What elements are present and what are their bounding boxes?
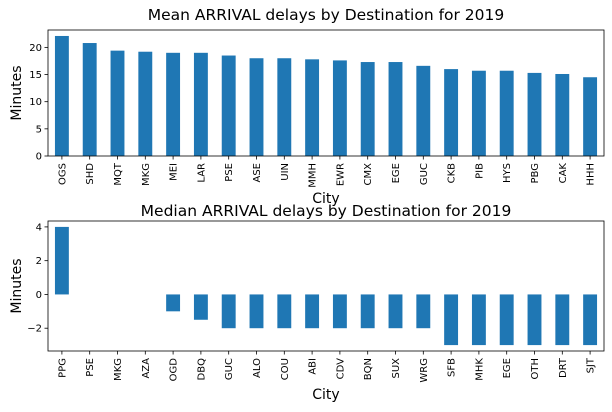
x-tick-label: PSE: [224, 163, 235, 182]
x-tick-label: PPG: [57, 358, 68, 378]
bar-mhk: [471, 294, 486, 346]
x-tick-label: EGE: [391, 163, 402, 183]
bar-uin: [277, 58, 292, 156]
x-tick-label: HYS: [502, 163, 513, 183]
y-tick-label: 0: [36, 152, 42, 163]
x-tick-label: OTH: [530, 358, 541, 380]
bar-abi: [305, 294, 320, 329]
x-tick-label: CDV: [335, 358, 346, 380]
bar-cak: [555, 73, 570, 156]
x-tick-label: GUC: [419, 163, 430, 185]
bar-ewr: [332, 60, 347, 156]
x-tick-label: AZA: [141, 358, 152, 379]
y-tick-label: −2: [27, 324, 42, 335]
x-tick-label: CKB: [447, 163, 458, 184]
chart-title: Mean ARRIVAL delays by Destination for 2…: [148, 6, 505, 24]
y-tick-label: 10: [29, 97, 42, 108]
bar-shd: [82, 43, 97, 156]
bar-cdv: [332, 294, 347, 329]
x-tick-label: OGD: [169, 358, 180, 382]
x-tick-label: PSE: [85, 358, 96, 377]
bar-pib: [471, 70, 486, 156]
y-tick-label: 20: [29, 43, 42, 54]
y-tick-label: 2: [36, 256, 42, 267]
bar-sjt: [583, 294, 598, 346]
bar-sux: [388, 294, 403, 329]
bar-mqt: [110, 50, 125, 156]
x-tick-label: DRT: [558, 357, 569, 378]
bar-guc: [221, 294, 236, 329]
x-tick-label: UIN: [280, 163, 291, 181]
bar-hhh: [583, 77, 598, 156]
x-tick-label: SJT: [586, 357, 597, 373]
x-tick-label: PBG: [530, 163, 541, 183]
chart-1: 0 5 10 15 20 OGS SHD MQT MKG MEI LAR PSE ASE UIN MMH EW…: [9, 6, 605, 207]
bar-alo: [249, 294, 264, 329]
chart-2: −2 0 2 4 PPG PSE MKG AZA OGD DBQ GUC ALO COU ABI CDV BQ…: [9, 202, 605, 403]
x-tick-label: WRG: [419, 358, 430, 383]
x-tick-label: SUX: [391, 358, 402, 379]
x-axis-label: City: [312, 387, 339, 403]
bar-ppg: [54, 226, 69, 295]
bar-ogs: [54, 35, 69, 156]
x-tick-label: ABI: [308, 358, 319, 375]
plot-frame: [47, 220, 605, 352]
x-tick-label: PIB: [474, 163, 485, 179]
bar-lar: [193, 52, 208, 157]
x-tick-label: COU: [280, 358, 291, 380]
x-tick-label: DBQ: [196, 358, 207, 381]
x-tick-label: CMX: [363, 163, 374, 186]
y-tick-label: 4: [36, 222, 42, 233]
plot-frame: [47, 29, 605, 157]
bar-cmx: [360, 62, 375, 156]
x-tick-label: MKG: [113, 358, 124, 381]
chart-title: Median ARRIVAL delays by Destination for…: [141, 202, 512, 220]
bar-mmh: [305, 59, 320, 156]
x-tick-label: CAK: [558, 163, 569, 184]
y-tick-label: 15: [29, 70, 42, 81]
x-tick-label: ASE: [252, 163, 263, 183]
bar-dbq: [193, 294, 208, 320]
bar-wrg: [416, 294, 431, 329]
x-tick-label: MHK: [474, 358, 485, 381]
y-tick-label: 5: [36, 124, 42, 135]
x-tick-label: MEI: [169, 163, 180, 181]
x-tick-label: MMH: [308, 163, 319, 188]
bar-ase: [249, 58, 264, 156]
bar-ege: [499, 294, 514, 346]
bar-hys: [499, 70, 514, 156]
bar-pbg: [527, 72, 542, 156]
bar-guc: [416, 65, 431, 156]
x-tick-label: OGS: [57, 163, 68, 185]
x-tick-label: MQT: [113, 162, 124, 185]
bar-cou: [277, 294, 292, 329]
x-tick-label: LAR: [196, 163, 207, 183]
bar-ogd: [166, 294, 181, 312]
x-tick-label: SFB: [447, 358, 458, 377]
x-tick-label: BQN: [363, 358, 374, 380]
x-tick-label: SHD: [85, 163, 96, 185]
bar-mkg: [138, 51, 153, 156]
bar-oth: [527, 294, 542, 346]
x-tick-label: HHH: [586, 163, 597, 186]
bar-sfb: [444, 294, 459, 346]
y-axis-label: Minutes: [9, 258, 25, 313]
bar-mei: [166, 52, 181, 157]
bar-ege: [388, 62, 403, 156]
x-tick-label: ALO: [252, 358, 263, 378]
x-tick-label: EWR: [335, 163, 346, 186]
bar-pse: [221, 55, 236, 156]
y-tick-label: 0: [36, 290, 42, 301]
x-tick-label: MKG: [141, 163, 152, 186]
bar-drt: [555, 294, 570, 346]
x-axis-label: City: [312, 191, 339, 207]
y-axis-label: Minutes: [9, 65, 25, 120]
x-tick-label: GUC: [224, 358, 235, 380]
bar-ckb: [444, 69, 459, 156]
x-tick-label: EGE: [502, 358, 513, 378]
bar-bqn: [360, 294, 375, 329]
